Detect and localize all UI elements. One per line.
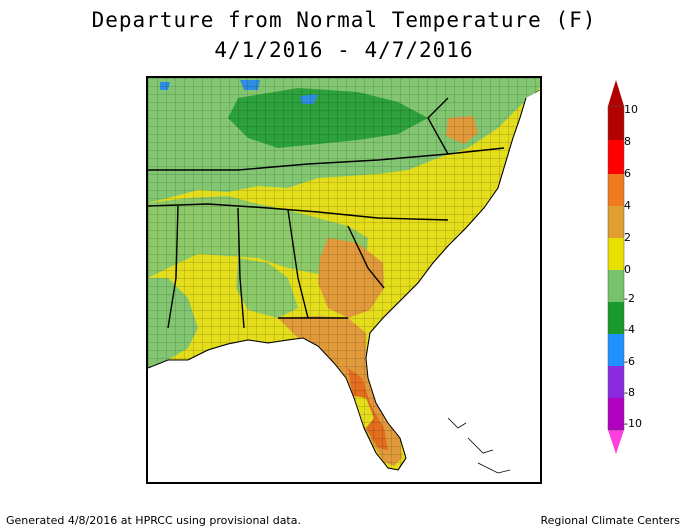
legend-swatch-neg8: [608, 398, 624, 430]
legend-arrow-bottom: [608, 430, 624, 454]
legend-label: 6: [624, 167, 631, 180]
legend-label: -6: [624, 355, 635, 368]
legend-swatch-0: [608, 270, 624, 302]
legend-label: 10: [624, 103, 638, 116]
date-range-subtitle: 4/1/2016 - 4/7/2016: [214, 38, 474, 62]
legend-label: -4: [624, 323, 635, 336]
legend-label: 8: [624, 135, 631, 148]
legend-swatch-6: [608, 174, 624, 206]
legend-swatch-4: [608, 206, 624, 238]
chart-title: Departure from Normal Temperature (F): [91, 8, 597, 32]
state-boundaries: [148, 97, 505, 329]
bahamas-outline: [447, 417, 511, 474]
legend-label: -2: [624, 292, 635, 305]
legend-swatch-neg6: [608, 366, 624, 398]
legend-label: -8: [624, 386, 635, 399]
source-credit: Regional Climate Centers: [540, 514, 680, 527]
legend-swatch-10: [608, 106, 624, 140]
ocean-area: [366, 90, 540, 482]
legend-swatch-neg4: [608, 334, 624, 366]
coastline: [148, 97, 527, 471]
legend-swatch-neg2: [608, 302, 624, 334]
map-svg: [148, 78, 540, 482]
legend-arrow-top: [608, 80, 624, 106]
color-legend: 10 8 6 4 2 0 -2 -4 -6 -8 -10: [604, 80, 684, 460]
legend-swatch-2: [608, 238, 624, 270]
gulf-area: [148, 338, 404, 482]
legend-colorbar: [607, 80, 625, 454]
legend-label: 0: [624, 263, 631, 276]
legend-swatch-8: [608, 140, 624, 174]
legend-label: 2: [624, 231, 631, 244]
legend-label: -10: [624, 417, 642, 430]
legend-label: 4: [624, 199, 631, 212]
generated-note: Generated 4/8/2016 at HPRCC using provis…: [6, 514, 301, 527]
temperature-departure-map: [146, 76, 542, 484]
